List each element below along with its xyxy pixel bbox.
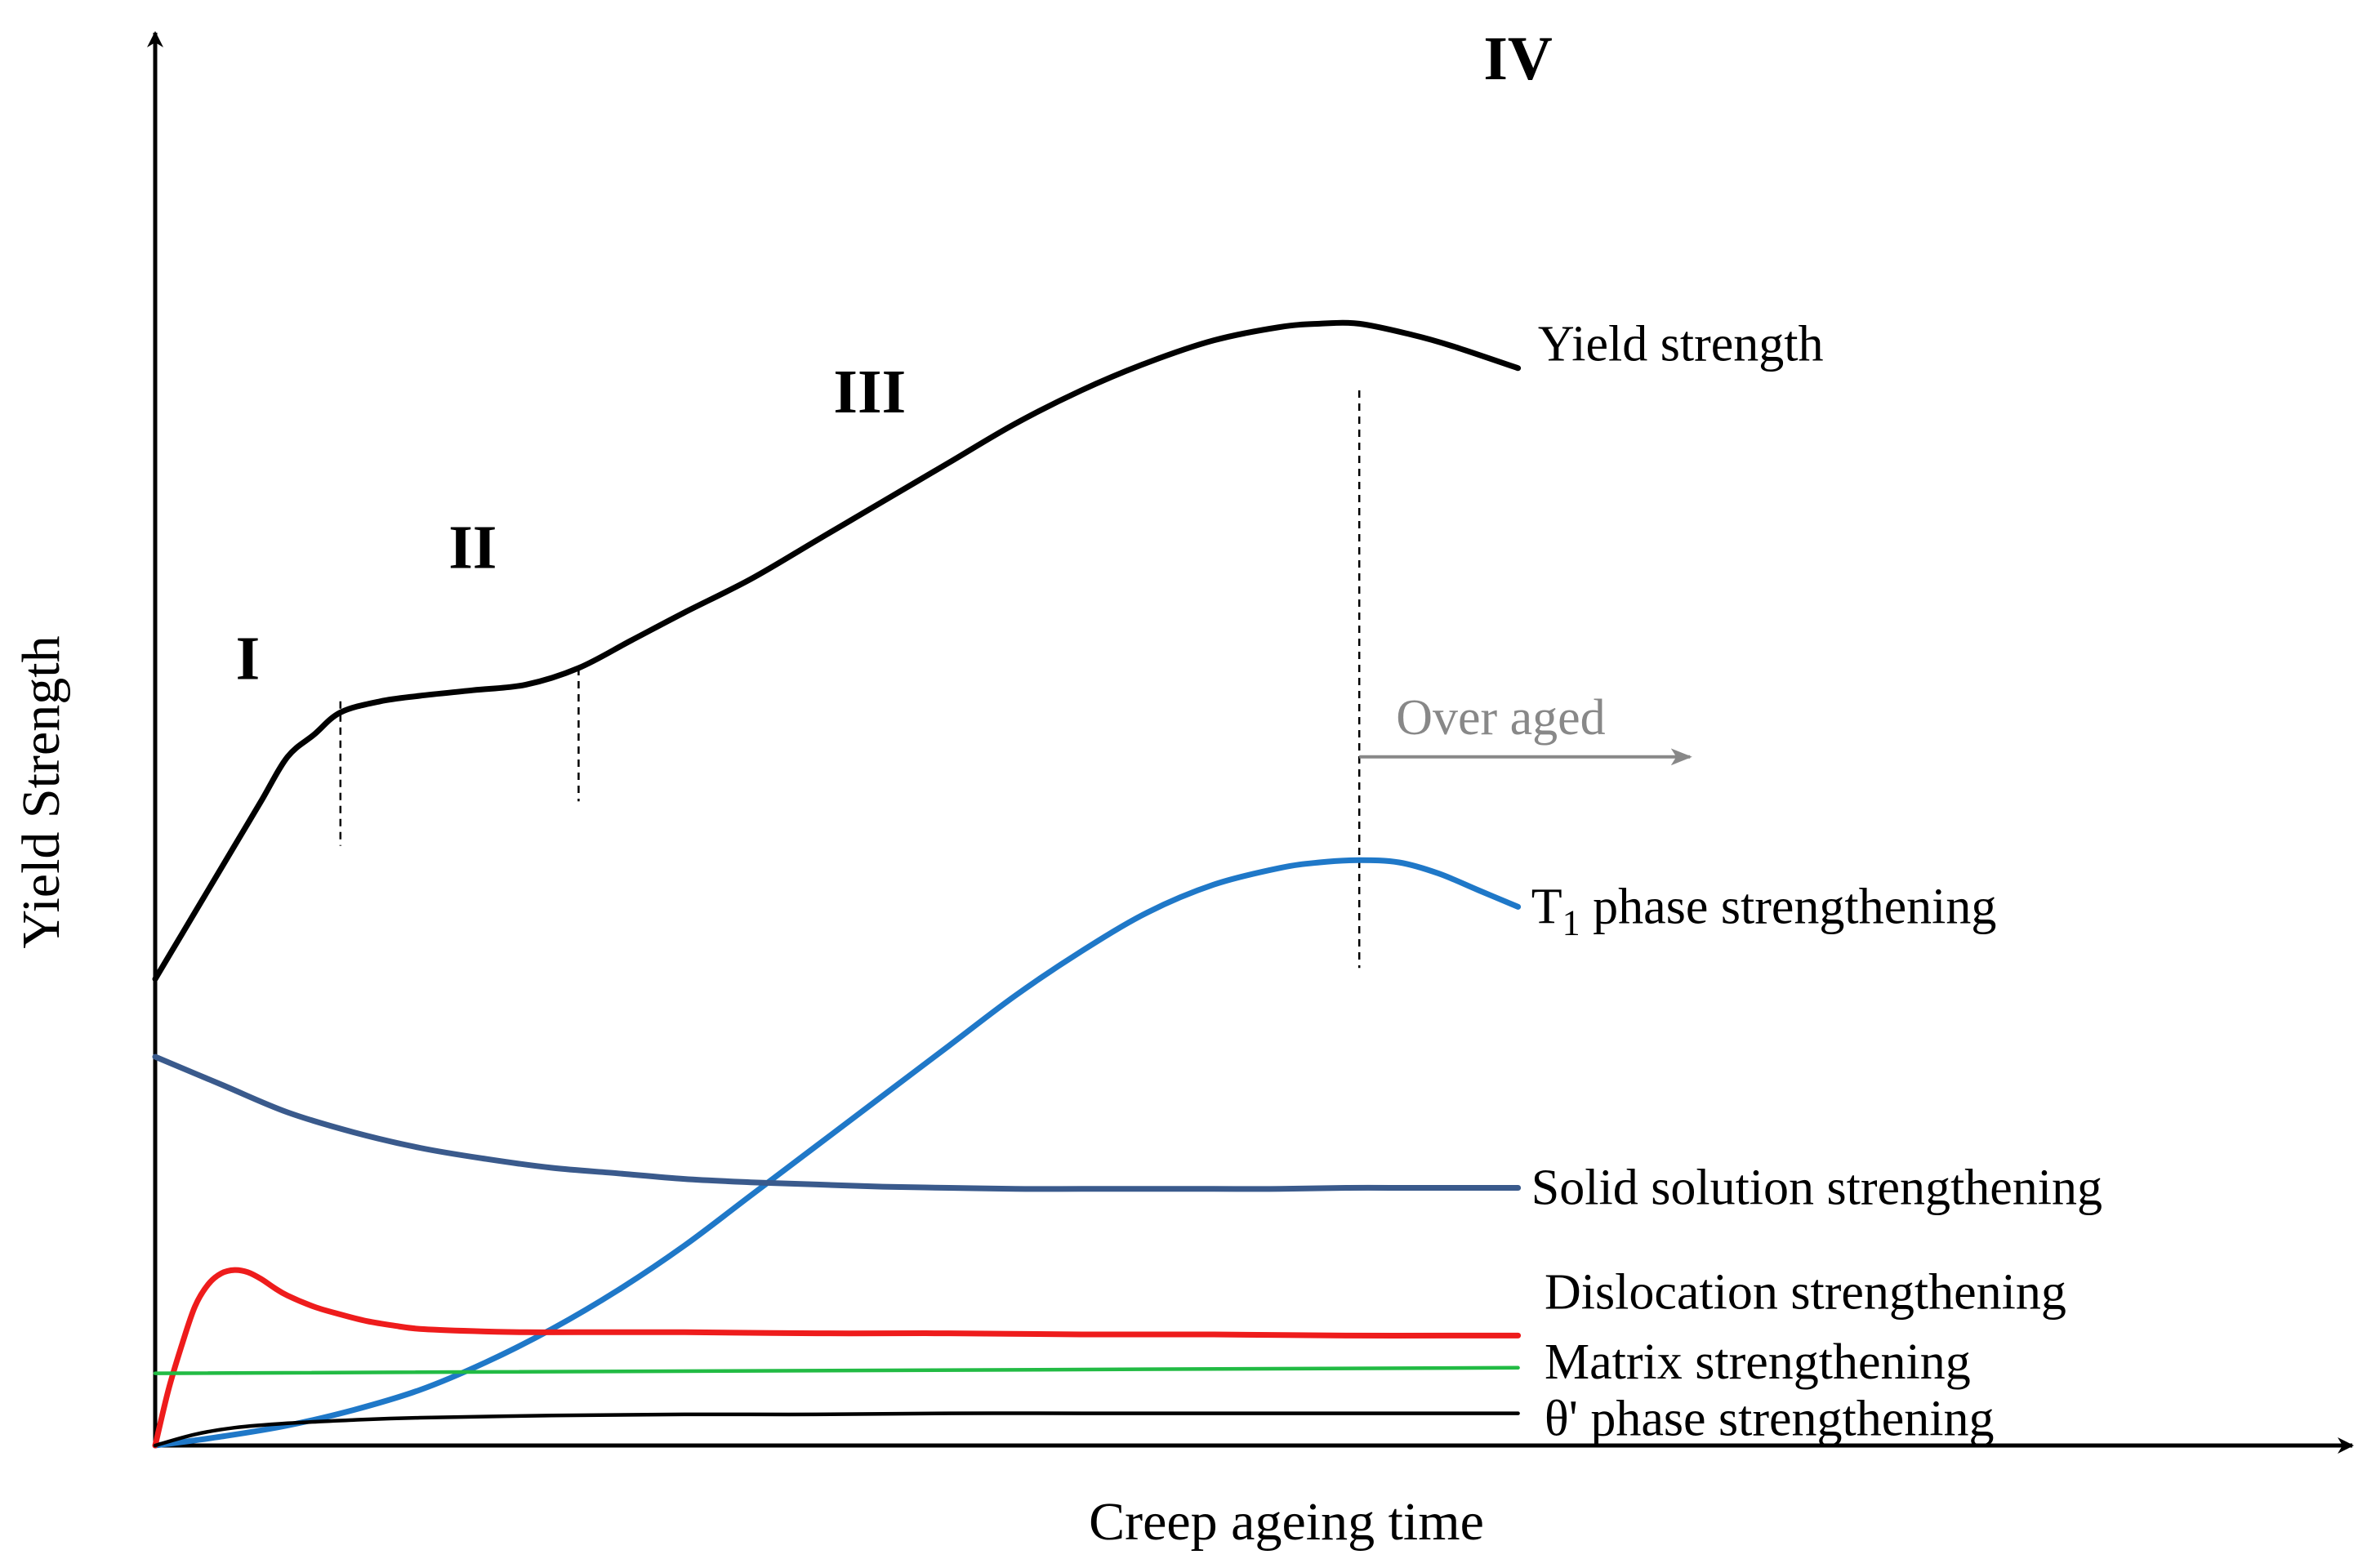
series-line-yield-strength xyxy=(152,319,1522,982)
x-axis-title: Creep ageing time xyxy=(1089,1492,1484,1552)
series-label-t1-phase: T1 phase strengthening xyxy=(1531,879,1997,942)
series-label-theta-prime: θ' phase strengthening xyxy=(1545,1391,1995,1446)
stage-boundaries xyxy=(339,390,1361,969)
series-line-phase-strengthening xyxy=(153,1411,1520,1448)
series-line-matrix-strengthening xyxy=(153,1365,1520,1375)
series-label-dislocation: Dislocation strengthening xyxy=(1545,1264,2066,1320)
series-label-yield-strength: Yield strength xyxy=(1538,317,1824,372)
stage-label-iv: IV xyxy=(1483,24,1553,93)
series-label-matrix: Matrix strengthening xyxy=(1545,1334,1971,1390)
over-aged-label: Over aged xyxy=(1396,690,1605,746)
series-line-dislocation-strengthening xyxy=(152,1267,1522,1449)
stage-label-iii: III xyxy=(833,358,906,426)
series-label-solid-solution: Solid solution strengthening xyxy=(1531,1160,2102,1215)
series-line-solid-solution-strengthening xyxy=(152,1054,1522,1192)
y-axis-title: Yield Strength xyxy=(11,635,71,948)
series-line-t1-phase-strengthening xyxy=(152,857,1522,1449)
stage-label-i: I xyxy=(236,625,261,693)
series-layer xyxy=(152,319,1522,1449)
stage-label-ii: II xyxy=(448,514,497,582)
